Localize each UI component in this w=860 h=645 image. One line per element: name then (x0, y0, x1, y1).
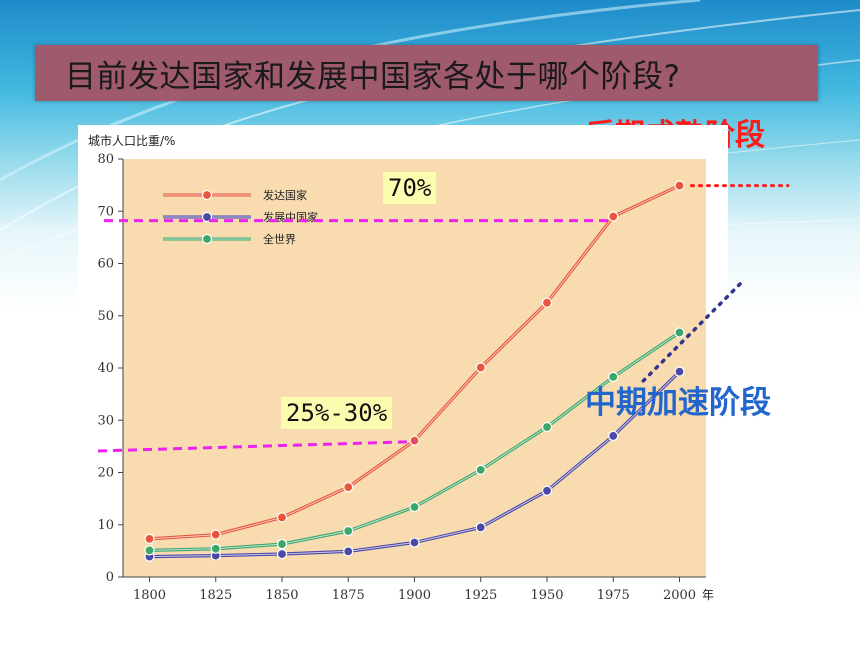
data-point (541, 421, 553, 433)
data-point (343, 482, 354, 493)
y-tick-label: 10 (97, 518, 114, 533)
plot-area (123, 159, 706, 577)
y-tick-label: 60 (97, 257, 114, 272)
y-axis-label: 城市人口比重/% (88, 133, 175, 148)
legend-label: 发展中国家 (263, 210, 318, 224)
y-tick-label: 40 (97, 361, 114, 376)
data-point (475, 522, 486, 533)
y-tick-label: 80 (97, 152, 114, 167)
data-point (144, 533, 155, 544)
data-point (409, 501, 420, 513)
urbanization-line-chart: 0 10 20 30 40 50 60 70 80 1800 1825 1850 1875 1900 192… (88, 133, 714, 603)
legend-marker (201, 189, 213, 201)
data-point (144, 545, 155, 556)
x-axis-label: 年 (702, 588, 714, 602)
data-point (674, 327, 685, 338)
y-tick-label: 30 (97, 413, 114, 428)
x-tick-label: 1975 (597, 588, 630, 603)
legend-marker (201, 233, 213, 245)
mid-stage-label: 中期加速阶段 (585, 385, 771, 421)
x-tick-label: 1875 (332, 588, 365, 603)
x-tick-label: 1900 (398, 588, 431, 603)
x-tick-label: 2000 (663, 588, 696, 603)
annotation-70: 70% (383, 172, 437, 204)
title-bar: 目前发达国家和发展中国家各处于哪个阶段? (35, 45, 818, 101)
x-tick-label: 1800 (133, 588, 166, 603)
annotation-25-30: 25%-30% (281, 397, 393, 429)
data-point (541, 485, 553, 496)
data-point (409, 435, 420, 446)
data-point (210, 529, 221, 540)
x-tick-label: 1950 (530, 588, 563, 603)
data-point (276, 512, 288, 523)
data-point (475, 362, 486, 373)
data-point (210, 543, 221, 554)
data-point (674, 366, 685, 377)
y-tick-label: 0 (106, 570, 114, 585)
legend-marker (201, 211, 213, 223)
data-point (608, 430, 619, 442)
slide-title: 目前发达国家和发展中国家各处于哪个阶段? (65, 59, 681, 95)
data-point (674, 180, 685, 191)
y-tick-label: 20 (97, 466, 114, 481)
data-point (276, 538, 288, 550)
legend-label: 全世界 (263, 232, 296, 246)
chart-panel: 0 10 20 30 40 50 60 70 80 1800 1825 1850 1875 1900 192… (78, 125, 728, 615)
x-tick-label: 1825 (199, 588, 232, 603)
data-point (343, 546, 354, 557)
data-point (541, 297, 553, 308)
x-tick-label: 1925 (464, 588, 497, 603)
legend-label: 发达国家 (263, 188, 307, 202)
y-tick-label: 50 (97, 309, 114, 324)
x-tick-label: 1850 (265, 588, 298, 603)
y-tick-label: 70 (97, 204, 114, 219)
data-point (343, 525, 354, 537)
data-point (276, 548, 288, 560)
data-point (409, 537, 420, 548)
data-point (608, 211, 619, 222)
data-point (475, 464, 486, 475)
data-point (608, 371, 619, 382)
